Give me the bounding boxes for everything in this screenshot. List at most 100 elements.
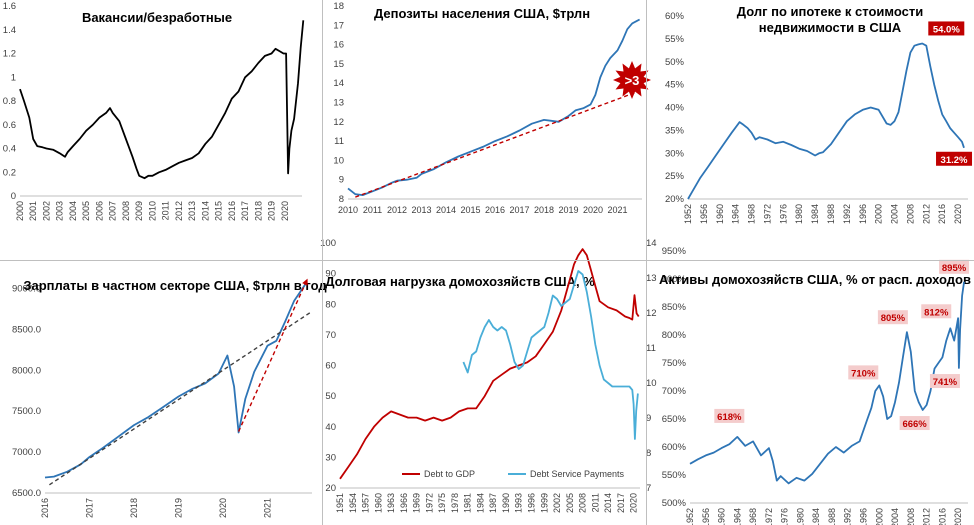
data-label-box: [877, 310, 908, 325]
x-tick-label: 2016: [937, 204, 947, 224]
y-right-tick-label: 11: [646, 343, 656, 354]
x-tick-label: 2021: [607, 205, 627, 215]
y-tick-label: 500%: [662, 498, 687, 509]
x-tick-label: 1968: [747, 204, 757, 224]
x-tick-label: 2017: [240, 201, 250, 221]
y-tick-label: 20%: [665, 194, 685, 205]
x-tick-label: 1963: [386, 493, 396, 513]
series-line-1: [355, 90, 640, 198]
badge-label: >3: [625, 73, 640, 88]
data-label-box: [714, 408, 745, 423]
x-tick-label: 2000: [874, 508, 884, 525]
y-tick-label: 50: [325, 391, 336, 402]
chart-wages: 2016 2017 2018 2019 2020 2021 6500.0 7000.0 7500…: [12, 278, 327, 518]
data-label: 31.2%: [941, 155, 968, 166]
x-tick-label: 1984: [810, 204, 820, 224]
chart-deposits: 2010 2011 2012 2013 2014 2015 2016 2017 2018 2019…: [333, 1, 651, 215]
data-label: 710%: [851, 368, 876, 379]
x-tick-label: 2020: [583, 205, 603, 215]
x-tick-label: 1992: [842, 204, 852, 224]
y-tick-label: 30%: [665, 148, 685, 159]
x-tick-label: 1964: [732, 508, 742, 525]
y-right-tick-label: 9: [646, 413, 651, 424]
x-tick-label: 2012: [174, 201, 184, 221]
x-tick-label: 2003: [55, 201, 65, 221]
x-tick-label: 1968: [748, 508, 758, 525]
x-tick-label: 2020: [953, 508, 963, 525]
y-tick-label: 40: [325, 422, 336, 433]
y-tick-label: 8500.0: [12, 324, 41, 335]
y-tick-label: 7500.0: [12, 406, 41, 417]
x-tick-label: 1980: [794, 204, 804, 224]
y-tick-label: 12: [333, 117, 344, 128]
x-tick-label: 2000: [874, 204, 884, 224]
y-tick-label: 45%: [665, 80, 685, 91]
y-tick-label: 950%: [662, 246, 687, 257]
x-tick-label: 1999: [539, 493, 549, 513]
x-tick-label: 2017: [85, 498, 95, 518]
x-tick-label: 2018: [253, 201, 263, 221]
x-tick-label: 1981: [463, 493, 473, 513]
x-tick-label: 1996: [526, 493, 536, 513]
x-tick-label: 2010: [147, 201, 157, 221]
data-label-box: [899, 416, 930, 431]
y-tick-label: 800%: [662, 330, 687, 341]
x-tick-label: 1984: [811, 508, 821, 525]
x-tick-label: 2019: [558, 205, 578, 215]
y-tick-label: 60%: [665, 11, 685, 22]
y-tick-label: 650%: [662, 414, 687, 425]
chart-title: Активы домохозяйств США, % от расп. дохо…: [659, 272, 971, 287]
x-tick-label: 2020: [218, 498, 228, 518]
y-tick-label: 60: [325, 361, 336, 372]
y-tick-label: 11: [334, 136, 344, 147]
x-tick-label: 2009: [134, 201, 144, 221]
x-tick-label: 2005: [565, 493, 575, 513]
y-tick-label: 18: [333, 1, 344, 12]
x-tick-label: 2017: [509, 205, 529, 215]
x-tick-label: 1975: [437, 493, 447, 513]
data-label: 805%: [881, 313, 906, 324]
x-tick-label: 2018: [534, 205, 554, 215]
x-tick-label: 1960: [717, 508, 727, 525]
y-tick-label: 0.6: [3, 120, 16, 131]
y-right-tick-label: 10: [646, 378, 657, 389]
y-tick-label: 9: [339, 175, 344, 186]
x-tick-label: 1957: [361, 493, 371, 513]
data-label: 812%: [924, 307, 949, 318]
x-tick-label: 1990: [501, 493, 511, 513]
x-tick-label: 2020: [629, 493, 639, 513]
x-tick-label: 1987: [488, 493, 498, 513]
x-tick-label: 2010: [338, 205, 358, 215]
x-tick-label: 2016: [40, 498, 50, 518]
x-tick-label: 2007: [108, 201, 118, 221]
x-tick-label: 1952: [685, 508, 695, 525]
x-tick-label: 1996: [859, 508, 869, 525]
trend-arrowhead: [302, 278, 308, 286]
x-tick-label: 1966: [399, 493, 409, 513]
x-tick-label: 2002: [552, 493, 562, 513]
y-tick-label: 17: [333, 20, 344, 31]
y-tick-label: 90: [325, 269, 336, 280]
series-line-0: [44, 283, 307, 479]
x-tick-label: 2016: [227, 201, 237, 221]
x-tick-label: 1992: [843, 508, 853, 525]
y-tick-label: 70: [325, 330, 336, 341]
x-tick-label: 2011: [161, 201, 171, 220]
data-label: 895%: [942, 263, 967, 274]
x-tick-label: 2020: [280, 201, 290, 221]
y-right-tick-label: 8: [646, 448, 651, 459]
chart-title: недвижимости в США: [759, 20, 902, 35]
x-tick-label: 2008: [905, 204, 915, 224]
x-tick-label: 1976: [778, 204, 788, 224]
x-tick-label: 2011: [590, 493, 600, 512]
y-tick-label: 80: [325, 299, 336, 310]
y-tick-label: 750%: [662, 358, 687, 369]
starburst-badge: [613, 61, 651, 99]
vertical-divider-right: [646, 0, 647, 525]
y-tick-label: 0.2: [3, 167, 16, 178]
chart-title: Долг по ипотеке к стоимости: [737, 4, 923, 19]
x-tick-label: 1952: [683, 204, 693, 224]
x-tick-label: 2015: [214, 201, 224, 221]
data-label: 618%: [717, 412, 742, 423]
x-tick-label: 1956: [701, 508, 711, 525]
